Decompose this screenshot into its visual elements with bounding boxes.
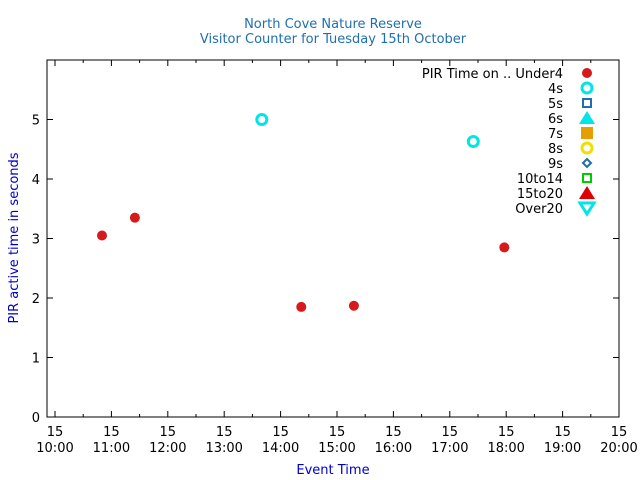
data-point-Under4 [348, 300, 359, 311]
x-tick-label-time: 15:00 [318, 441, 355, 456]
legend-label-6s: 6s [548, 112, 563, 127]
legend-marker-Under4 [582, 68, 592, 78]
x-tick-label-day: 15 [160, 425, 177, 440]
legend-label-10to14: 10to14 [517, 172, 563, 187]
y-tick-label: 2 [32, 292, 40, 307]
x-tick-label-time: 10:00 [36, 441, 73, 456]
chart-subtitle: Visitor Counter for Tuesday 15th October [200, 32, 467, 47]
legend-marker-10to14 [582, 173, 592, 183]
plot-frame [46, 59, 620, 418]
legend-marker-15to20 [579, 186, 595, 199]
y-tick-label: 5 [32, 114, 40, 129]
legend-marker-Over20 [577, 201, 597, 217]
legend-marker-4s [580, 81, 594, 95]
x-tick-label-day: 15 [611, 425, 628, 440]
legend-label-5s: 5s [548, 97, 563, 112]
y-axis: 0 1 2 3 4 5 [32, 114, 619, 426]
data-points [97, 113, 510, 312]
x-tick-label-time: 12:00 [149, 441, 186, 456]
x-axis-label: Event Time [296, 463, 369, 478]
legend-label-4s: 4s [548, 82, 563, 97]
x-tick-label-day: 15 [329, 425, 346, 440]
y-tick-label: 0 [32, 411, 40, 426]
y-tick-label: 1 [32, 352, 40, 367]
legend-label-7s: 7s [548, 127, 563, 142]
y-tick-label: 3 [32, 233, 40, 248]
legend-marker-7s [581, 127, 593, 139]
x-tick-label-day: 15 [103, 425, 120, 440]
x-tick-label-day: 15 [216, 425, 233, 440]
x-tick-label-time: 16:00 [375, 441, 412, 456]
x-axis: 1510:001511:001512:001513:001514:001515:… [36, 60, 638, 456]
x-tick-label-day: 15 [554, 425, 571, 440]
legend-marker-5s [582, 98, 592, 108]
data-point-Under4 [296, 301, 307, 312]
x-tick-label-time: 19:00 [544, 441, 581, 456]
chart-title: North Cove Nature Reserve [244, 17, 422, 32]
legend-label-9s: 9s [548, 157, 563, 172]
legend-label-15to20: 15to20 [517, 187, 563, 202]
x-tick-label-time: 11:00 [93, 441, 130, 456]
data-point-Under4 [97, 230, 107, 241]
data-point-4s [466, 135, 480, 149]
x-tick-label-time: 18:00 [487, 441, 524, 456]
legend-label-Over20: Over20 [515, 202, 563, 217]
data-point-4s [255, 113, 269, 126]
x-tick-label-time: 17:00 [431, 441, 468, 456]
data-point-Under4 [499, 242, 510, 253]
x-tick-label-time: 13:00 [205, 441, 242, 456]
legend-marker-6s [579, 111, 595, 124]
x-tick-label-day: 15 [442, 425, 459, 440]
x-tick-label-time: 20:00 [600, 441, 637, 456]
legend-label-8s: 8s [548, 142, 563, 157]
legend: PIR Time on .. Under44s5s6s7s8s9s10to141… [422, 67, 597, 217]
legend-marker-9s [581, 157, 593, 169]
x-tick-label-day: 15 [272, 425, 289, 440]
x-tick-label-day: 15 [47, 425, 64, 440]
legend-label-Under4: PIR Time on .. Under4 [422, 67, 563, 82]
x-tick-label-day: 15 [385, 425, 402, 440]
y-axis-label: PIR active time in seconds [7, 152, 22, 323]
x-tick-label-day: 15 [498, 425, 515, 440]
data-point-Under4 [129, 212, 140, 223]
x-tick-label-time: 14:00 [262, 441, 299, 456]
y-tick-label: 4 [32, 173, 40, 188]
legend-marker-8s [580, 141, 594, 155]
